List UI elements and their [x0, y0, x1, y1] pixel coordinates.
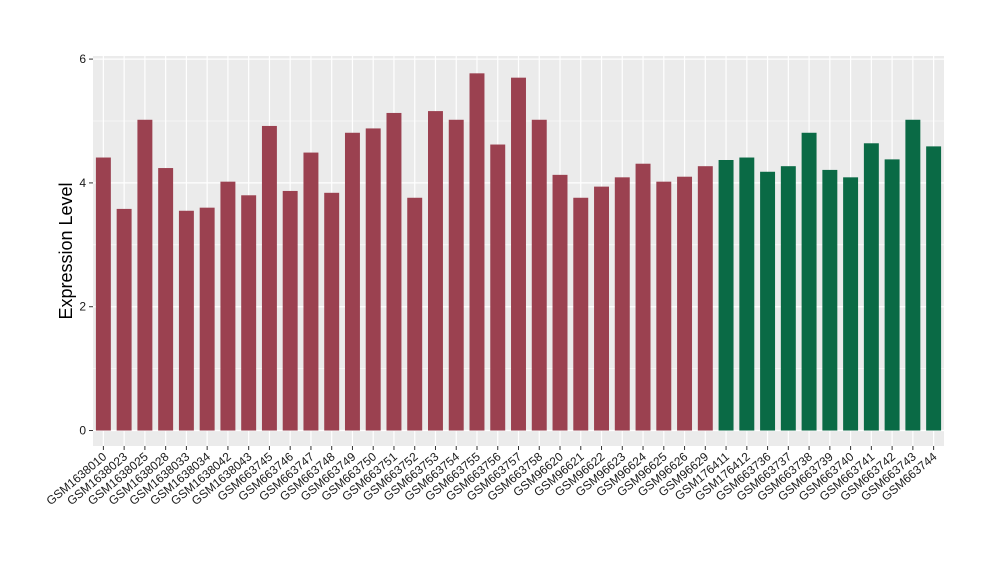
x-axis: GSM1638010GSM1638023GSM1638025GSM1638028… [44, 446, 940, 508]
bar-GSM663744 [926, 146, 942, 431]
bar-GSM663757 [511, 77, 526, 431]
y-tick-label: 0 [79, 424, 86, 438]
bar-GSM96622 [594, 186, 609, 431]
bar-GSM663756 [490, 144, 506, 431]
bar-GSM1638043 [241, 195, 257, 431]
bar-GSM96620 [552, 174, 568, 431]
bar-GSM663758 [531, 119, 547, 431]
bar-GSM663746 [282, 190, 298, 431]
bar-GSM663745 [261, 125, 277, 431]
y-axis: 0 2 4 6 [79, 52, 93, 438]
bar-GSM663743 [905, 119, 921, 431]
bar-GSM663740 [843, 177, 859, 431]
bar-GSM663753 [428, 111, 443, 431]
bar-GSM663751 [386, 112, 402, 431]
bar-GSM1638028 [158, 168, 174, 431]
bar-GSM663737 [780, 166, 796, 431]
y-tick-label: 6 [79, 52, 86, 66]
bar-GSM176411 [718, 160, 734, 431]
y-tick-label: 2 [79, 300, 86, 314]
bar-GSM1638034 [199, 207, 215, 431]
bar-GSM663742 [884, 159, 900, 431]
bar-GSM96626 [677, 176, 693, 431]
bar-GSM663747 [303, 152, 319, 431]
bar-GSM663739 [822, 169, 838, 431]
bar-GSM663752 [407, 197, 423, 431]
bar-GSM1638023 [116, 208, 132, 431]
y-axis-title: Expression Level [56, 182, 76, 319]
y-tick-label: 4 [79, 176, 86, 190]
bar-GSM176412 [739, 157, 755, 431]
bar-GSM1638025 [137, 119, 153, 431]
bar-GSM663754 [448, 119, 464, 431]
bar-GSM1638042 [220, 181, 236, 431]
bar-GSM663748 [324, 192, 340, 431]
bar-GSM96629 [697, 166, 713, 431]
bar-GSM663755 [469, 73, 485, 431]
bar-GSM96621 [573, 197, 589, 431]
bar-GSM663738 [801, 132, 817, 431]
bar-GSM96623 [614, 177, 630, 431]
bar-GSM663749 [344, 132, 360, 431]
bar-GSM663741 [863, 143, 879, 431]
bar-GSM663736 [760, 171, 776, 431]
bar-GSM1638033 [178, 210, 194, 431]
bar-GSM96625 [656, 181, 672, 431]
bar-GSM663750 [365, 128, 381, 431]
bar-GSM96624 [635, 163, 651, 431]
bar-GSM1638010 [95, 157, 111, 431]
bars [95, 73, 942, 431]
